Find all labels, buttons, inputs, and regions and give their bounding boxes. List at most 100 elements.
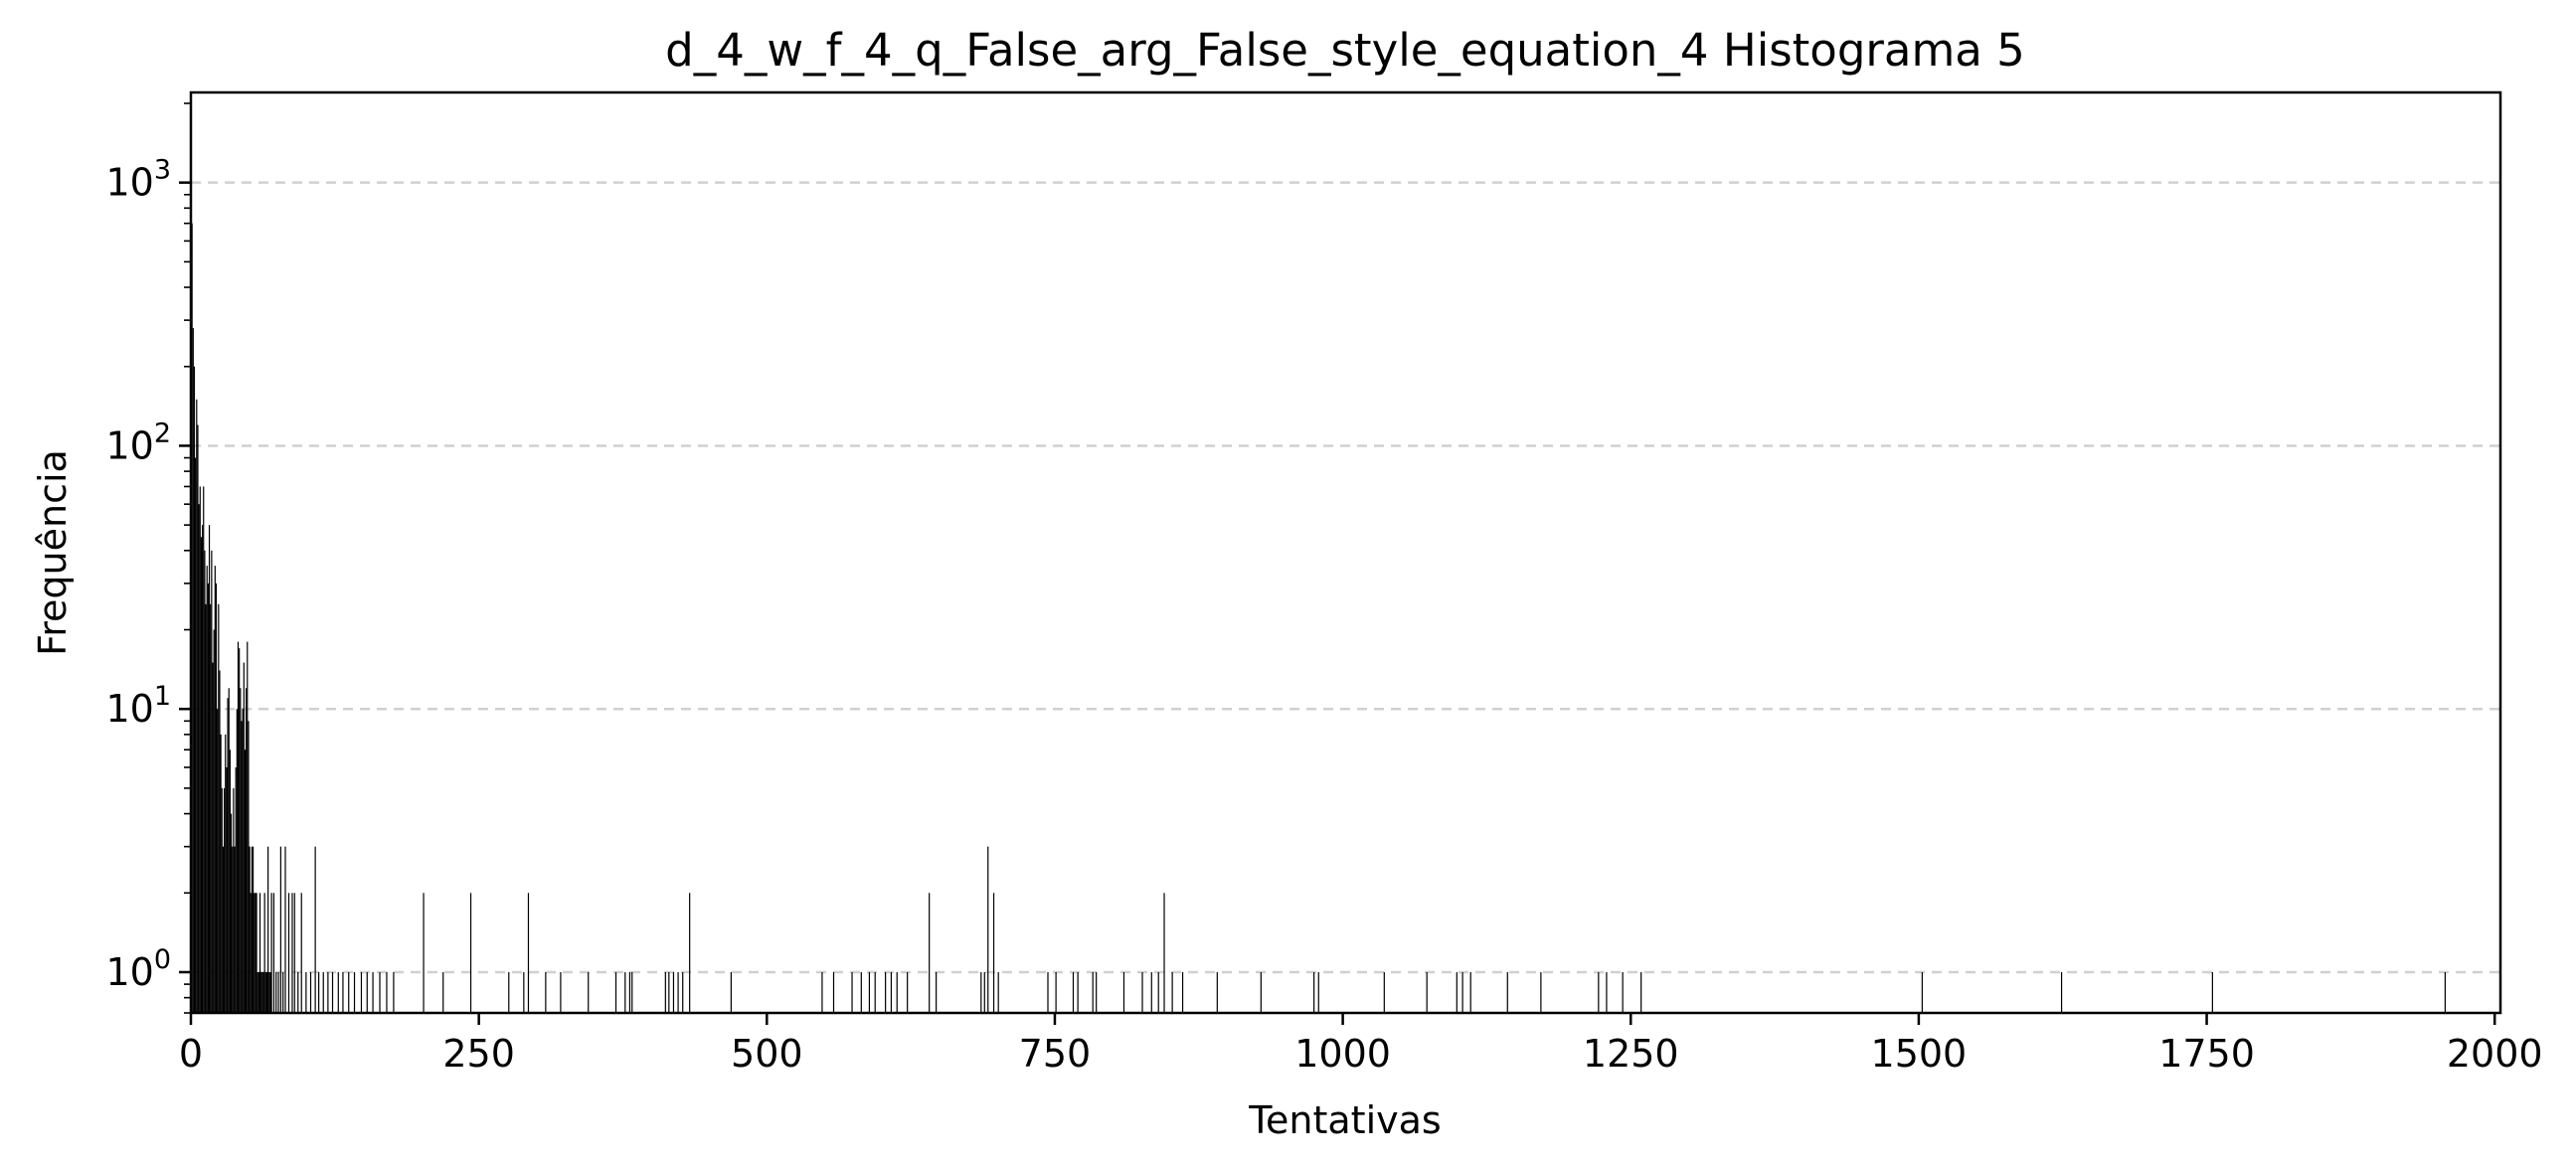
bar-112 bbox=[668, 971, 670, 1013]
bar-6 bbox=[198, 504, 200, 1013]
bar-29 bbox=[225, 734, 227, 1013]
bar-17 bbox=[211, 550, 213, 1013]
bar-25 bbox=[220, 734, 222, 1013]
bar-37 bbox=[234, 846, 236, 1013]
bar-165 bbox=[2211, 971, 2213, 1013]
bar-102 bbox=[523, 971, 525, 1013]
bar-12 bbox=[205, 603, 207, 1013]
bar-67 bbox=[268, 971, 270, 1013]
bar-48 bbox=[247, 641, 249, 1013]
bar-160 bbox=[1606, 971, 1608, 1013]
bar-61 bbox=[261, 971, 263, 1013]
x-tick-label-4: 1000 bbox=[1294, 1032, 1391, 1076]
bar-96 bbox=[386, 971, 388, 1013]
bar-68 bbox=[269, 971, 271, 1013]
bar-142 bbox=[1141, 971, 1143, 1013]
bar-80 bbox=[300, 893, 302, 1013]
bar-8 bbox=[200, 537, 203, 1013]
bar-32 bbox=[228, 688, 230, 1013]
bar-88 bbox=[337, 971, 339, 1013]
bar-114 bbox=[677, 971, 679, 1013]
bar-65 bbox=[265, 971, 268, 1013]
bar-101 bbox=[508, 971, 510, 1013]
bar-34 bbox=[230, 813, 233, 1013]
y-axis-label: Frequência bbox=[31, 449, 75, 656]
bar-49 bbox=[248, 721, 250, 1013]
bar-139 bbox=[1092, 971, 1094, 1013]
bar-71 bbox=[275, 971, 277, 1013]
y-tick-label-0: 100 bbox=[105, 944, 171, 994]
bar-87 bbox=[331, 971, 334, 1013]
bar-73 bbox=[279, 846, 281, 1013]
x-axis: 0 250 500 750 1000 1250 1500 1750 2000 bbox=[179, 1013, 2543, 1076]
y-axis: 100 101 102 103 bbox=[105, 102, 191, 1014]
bar-159 bbox=[1598, 971, 1600, 1013]
bar-50 bbox=[249, 846, 251, 1013]
bar-119 bbox=[832, 971, 835, 1013]
bar-81 bbox=[305, 971, 307, 1013]
bar-154 bbox=[1456, 971, 1458, 1013]
bar-92 bbox=[360, 971, 363, 1013]
bar-161 bbox=[1622, 971, 1624, 1013]
bar-125 bbox=[890, 971, 893, 1013]
bar-72 bbox=[277, 971, 279, 1013]
histogram-bars bbox=[191, 223, 2446, 1014]
bar-111 bbox=[664, 971, 666, 1013]
bar-109 bbox=[628, 971, 631, 1013]
bar-66 bbox=[267, 846, 269, 1013]
y-gridlines bbox=[191, 181, 2500, 974]
bar-150 bbox=[1313, 971, 1315, 1013]
bar-23 bbox=[218, 603, 220, 1013]
bar-59 bbox=[258, 893, 261, 1013]
y-tick-label-2: 102 bbox=[105, 418, 171, 467]
bar-108 bbox=[624, 971, 626, 1013]
bar-42 bbox=[240, 688, 242, 1013]
x-tick-label-3: 750 bbox=[1019, 1032, 1092, 1076]
bar-33 bbox=[229, 750, 231, 1013]
bar-14 bbox=[207, 583, 209, 1013]
bar-19 bbox=[213, 629, 215, 1013]
bar-11 bbox=[204, 550, 206, 1013]
bar-89 bbox=[342, 971, 344, 1013]
bar-99 bbox=[442, 971, 444, 1013]
x-tick-label-5: 1250 bbox=[1583, 1032, 1679, 1076]
bar-95 bbox=[379, 971, 381, 1013]
bar-136 bbox=[1055, 971, 1057, 1013]
x-axis-label: Tentativas bbox=[1248, 1098, 1441, 1142]
x-tick-label-6: 1500 bbox=[1871, 1032, 1968, 1076]
bar-129 bbox=[936, 971, 938, 1013]
bar-21 bbox=[215, 583, 218, 1013]
bar-163 bbox=[1921, 971, 1923, 1013]
y-tick-label-3: 103 bbox=[105, 155, 171, 205]
bar-148 bbox=[1216, 971, 1218, 1013]
bar-60 bbox=[260, 971, 262, 1013]
bar-4 bbox=[196, 399, 198, 1013]
bar-145 bbox=[1163, 893, 1165, 1013]
bar-97 bbox=[393, 971, 395, 1013]
bar-40 bbox=[237, 641, 240, 1013]
bar-39 bbox=[236, 709, 238, 1013]
bar-44 bbox=[242, 709, 244, 1013]
bar-9 bbox=[201, 525, 204, 1013]
bar-7 bbox=[199, 486, 201, 1013]
bar-84 bbox=[318, 971, 320, 1013]
bar-76 bbox=[287, 893, 290, 1013]
bar-18 bbox=[212, 662, 214, 1013]
bar-132 bbox=[987, 846, 989, 1013]
bar-13 bbox=[206, 566, 208, 1013]
bar-162 bbox=[1640, 971, 1642, 1013]
bar-85 bbox=[322, 971, 324, 1013]
bar-26 bbox=[221, 787, 223, 1013]
bar-144 bbox=[1157, 971, 1159, 1013]
bar-140 bbox=[1096, 971, 1098, 1013]
bar-51 bbox=[250, 893, 252, 1013]
bar-98 bbox=[423, 893, 425, 1013]
bar-5 bbox=[197, 424, 199, 1013]
bar-106 bbox=[588, 971, 590, 1013]
bar-31 bbox=[227, 698, 229, 1013]
bar-69 bbox=[270, 893, 272, 1013]
bar-149 bbox=[1260, 971, 1262, 1013]
bar-107 bbox=[614, 971, 617, 1013]
bar-135 bbox=[1047, 971, 1049, 1013]
bar-141 bbox=[1122, 971, 1125, 1013]
